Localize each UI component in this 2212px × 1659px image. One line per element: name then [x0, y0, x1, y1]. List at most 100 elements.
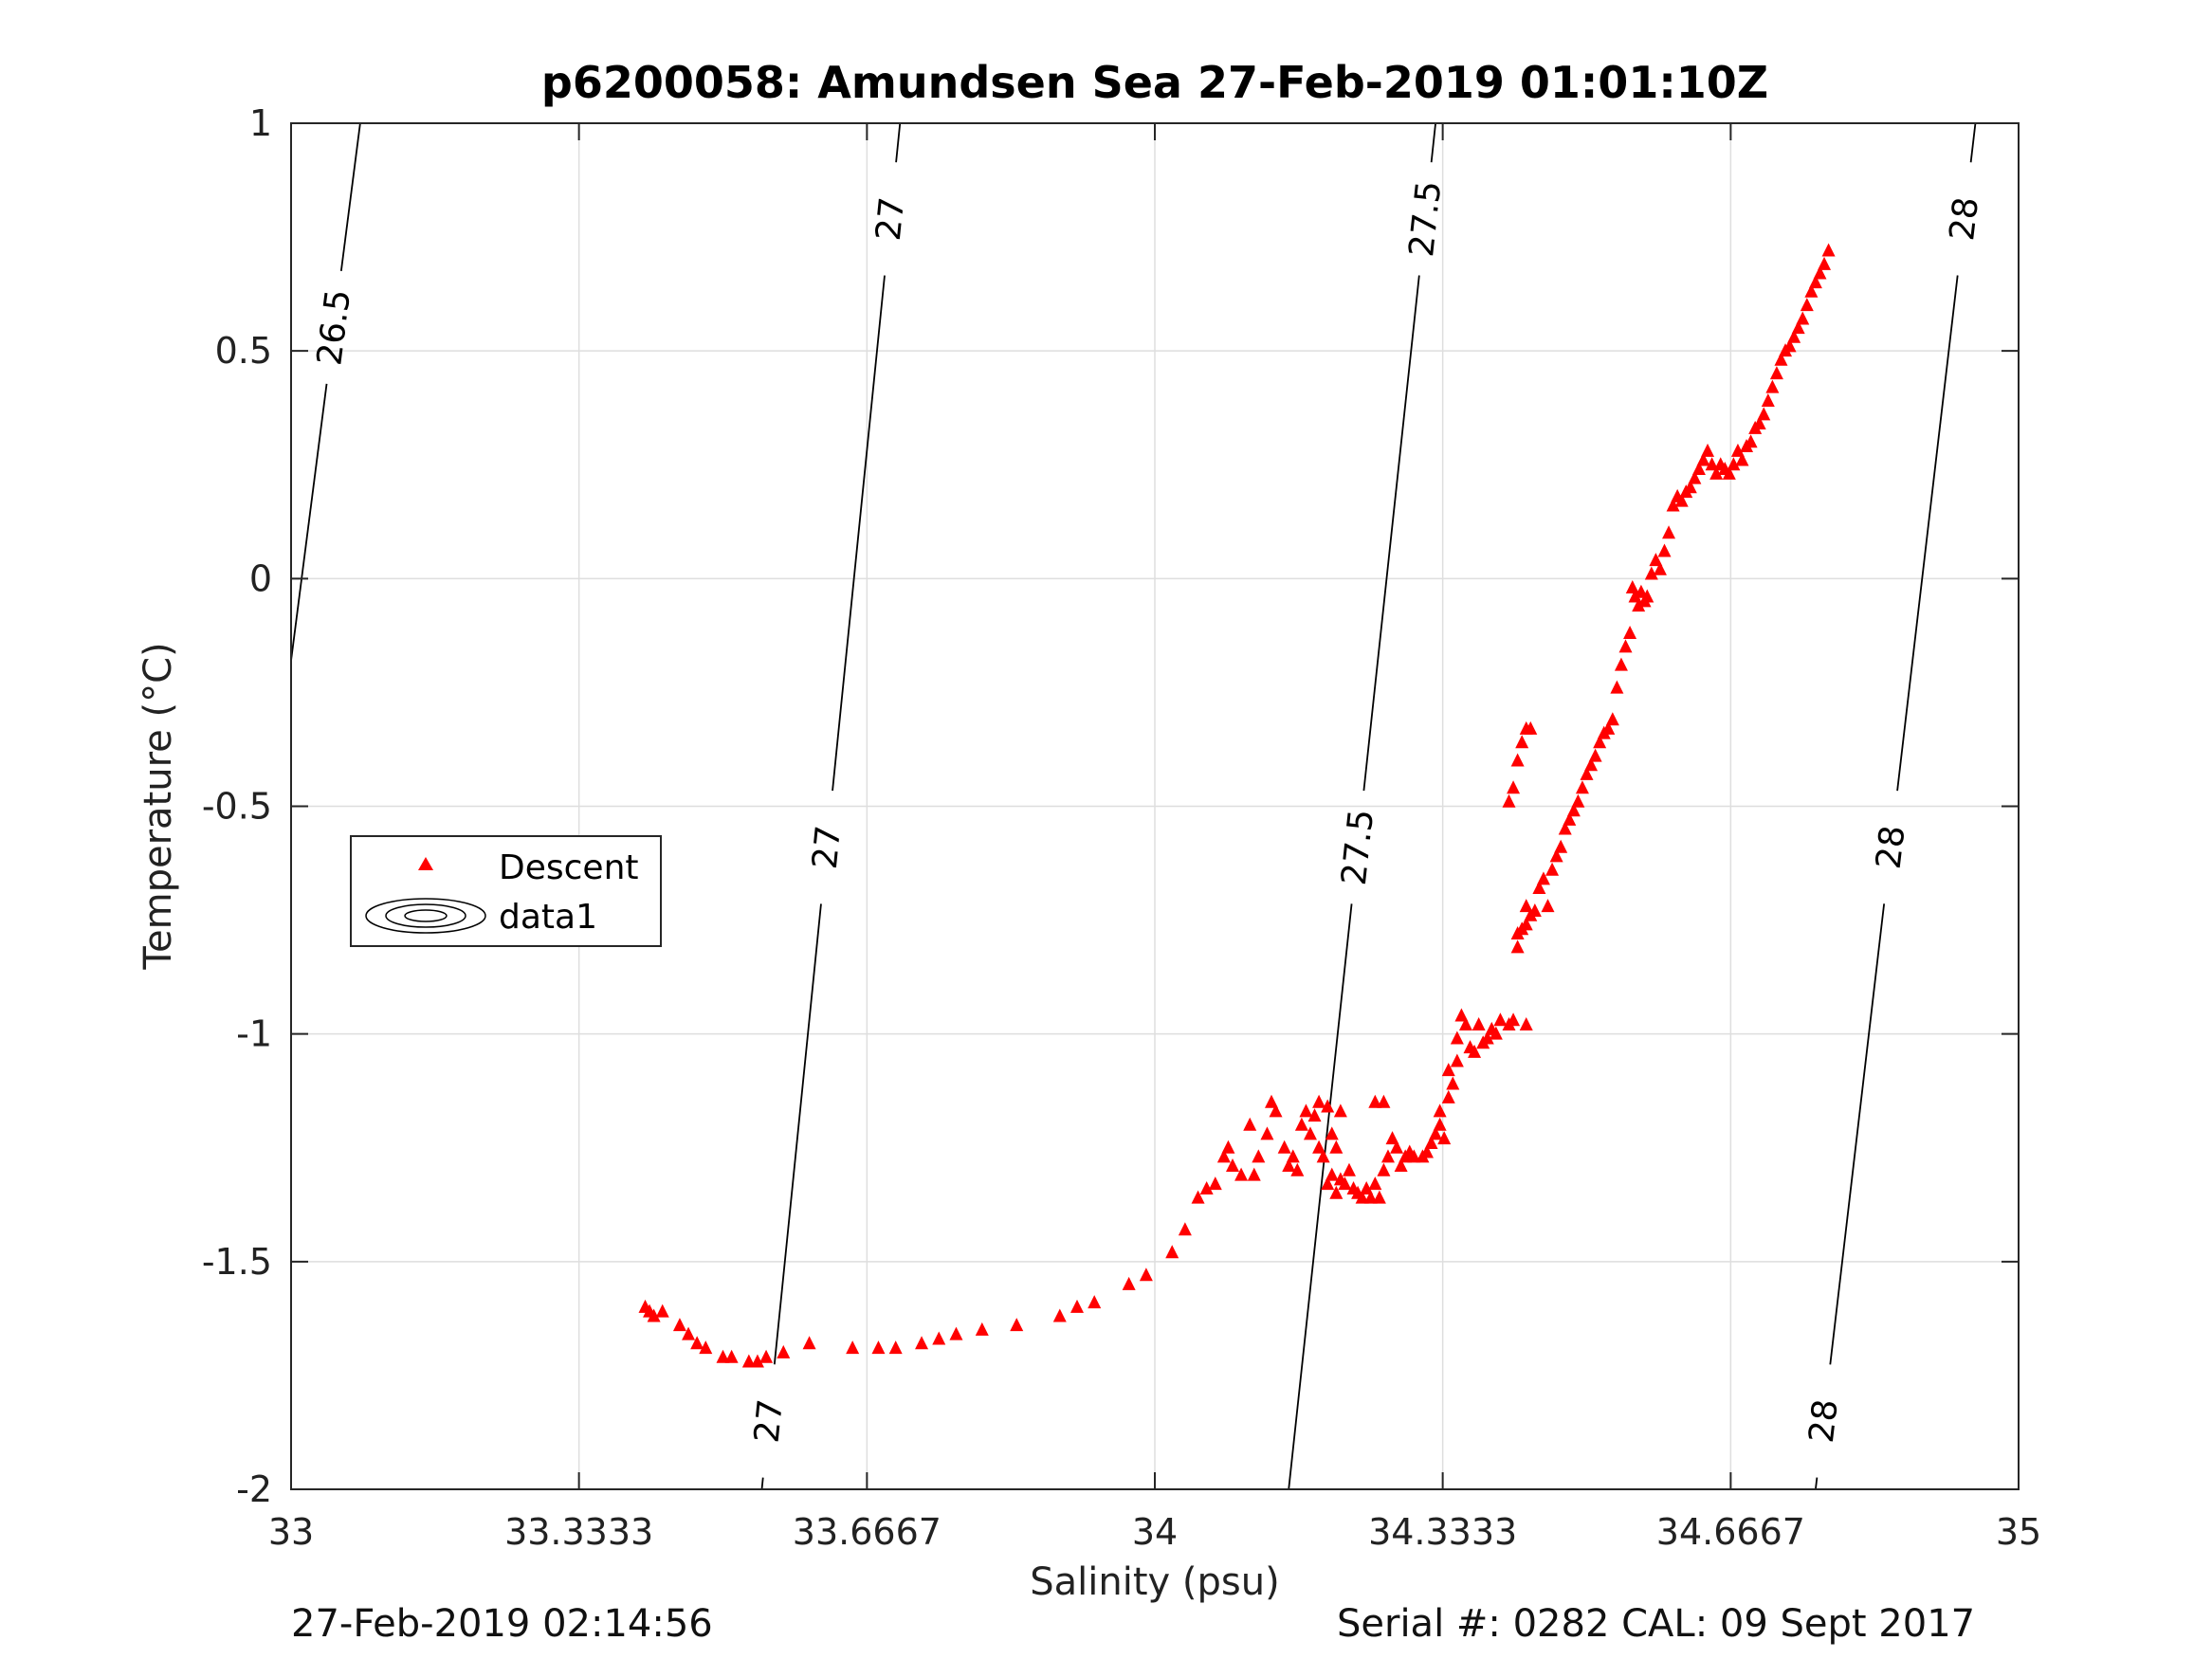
- isopycnal-line: [290, 383, 328, 661]
- legend-box: [350, 835, 662, 947]
- descent-point: [1632, 598, 1646, 612]
- descent-point: [1277, 1139, 1291, 1154]
- descent-point: [1441, 1063, 1455, 1077]
- isopycnal-label: 28: [1802, 1397, 1846, 1445]
- legend-contour-icon: [365, 898, 486, 934]
- descent-point: [1333, 1103, 1347, 1118]
- descent-point: [750, 1354, 764, 1368]
- isopycnal-label: 27.5: [1402, 179, 1449, 259]
- descent-point: [802, 1336, 816, 1350]
- descent-point: [1299, 1103, 1313, 1118]
- descent-point: [1294, 1117, 1308, 1131]
- descent-point: [1584, 757, 1599, 772]
- descent-point: [1450, 1030, 1464, 1045]
- descent-point: [1433, 1117, 1447, 1131]
- y-tick-label: -2: [236, 1468, 272, 1510]
- descent-point: [1507, 1012, 1521, 1027]
- descent-point: [1709, 465, 1724, 480]
- descent-point: [975, 1322, 989, 1336]
- descent-point: [777, 1344, 791, 1358]
- isopycnal-line: [1288, 903, 1353, 1490]
- descent-point: [846, 1340, 860, 1355]
- descent-point: [1722, 465, 1736, 480]
- descent-point: [759, 1349, 774, 1363]
- descent-point: [1774, 352, 1788, 366]
- descent-point: [1407, 1149, 1421, 1163]
- descent-point: [1216, 1149, 1231, 1163]
- descent-point: [1208, 1176, 1222, 1191]
- descent-point: [1325, 1126, 1339, 1140]
- descent-point: [1507, 780, 1521, 794]
- descent-point: [682, 1326, 696, 1340]
- descent-point: [1580, 766, 1594, 780]
- descent-point: [1338, 1176, 1352, 1191]
- descent-point: [1657, 543, 1672, 557]
- descent-point: [1307, 1108, 1322, 1122]
- descent-series: [638, 243, 1836, 1368]
- descent-point: [1649, 553, 1663, 567]
- descent-point: [1510, 925, 1525, 939]
- descent-point: [1264, 1094, 1278, 1108]
- descent-point: [1329, 1185, 1344, 1199]
- descent-point: [1303, 1126, 1317, 1140]
- descent-point: [1800, 298, 1814, 312]
- descent-point: [1593, 735, 1607, 749]
- descent-point: [1510, 939, 1525, 954]
- descent-point: [1424, 1135, 1438, 1149]
- descent-point: [1701, 443, 1715, 457]
- descent-point: [1321, 1099, 1335, 1113]
- legend-descent-label: Descent: [499, 848, 639, 887]
- y-axis-title: Temperature (°C): [137, 642, 180, 970]
- descent-point: [1363, 1190, 1378, 1204]
- isopycnal-label: 26.5: [310, 287, 358, 368]
- descent-point: [741, 1354, 756, 1368]
- descent-point: [1757, 407, 1771, 421]
- descent-point: [716, 1349, 730, 1363]
- descent-point: [1260, 1126, 1274, 1140]
- descent-point: [1730, 443, 1745, 457]
- descent-point: [1515, 735, 1529, 749]
- isopycnal-line: [339, 122, 361, 271]
- descent-point: [1813, 265, 1827, 280]
- descent-point: [1329, 1139, 1344, 1154]
- descent-point: [1441, 1089, 1455, 1103]
- descent-point: [1566, 803, 1581, 817]
- isopycnal-line: [1969, 122, 1977, 163]
- descent-point: [1554, 839, 1568, 853]
- descent-point: [1165, 1245, 1179, 1259]
- descent-point: [1390, 1139, 1404, 1154]
- descent-point: [690, 1336, 704, 1350]
- isopycnal-labels: 26.5 27 27 27 27.5 27.5 28 28 28: [310, 179, 1986, 1445]
- descent-point: [1691, 462, 1706, 476]
- descent-point: [647, 1308, 661, 1322]
- descent-point: [1571, 793, 1585, 808]
- descent-point: [1818, 256, 1832, 270]
- descent-point: [1791, 320, 1805, 335]
- descent-point: [1377, 1162, 1391, 1176]
- descent-point: [1368, 1094, 1382, 1108]
- descent-point: [1433, 1103, 1447, 1118]
- descent-point: [1355, 1190, 1369, 1204]
- descent-point: [1644, 566, 1658, 580]
- descent-point: [1472, 1017, 1486, 1031]
- descent-point: [1744, 434, 1758, 448]
- descent-point: [1252, 1149, 1266, 1163]
- isopycnal-line: [1896, 275, 1959, 792]
- x-tick-labels: 33 33.3333 33.6667 34 34.3333 34.6667 35: [268, 1511, 2041, 1553]
- descent-point: [1796, 311, 1810, 325]
- descent-point: [888, 1340, 903, 1355]
- isopycnal-contours: [290, 122, 1977, 1490]
- descent-point: [1286, 1149, 1300, 1163]
- legend: Descent data1: [350, 835, 662, 947]
- descent-point: [1458, 1017, 1472, 1031]
- descent-point: [1312, 1139, 1326, 1154]
- descent-point: [1674, 493, 1689, 507]
- descent-point: [1618, 639, 1633, 653]
- descent-point: [1199, 1180, 1214, 1194]
- legend-data1-label: data1: [499, 898, 597, 937]
- isopycnal-line: [832, 275, 886, 792]
- descent-point: [1450, 1053, 1464, 1067]
- descent-point: [1610, 680, 1624, 694]
- descent-point: [1625, 579, 1639, 593]
